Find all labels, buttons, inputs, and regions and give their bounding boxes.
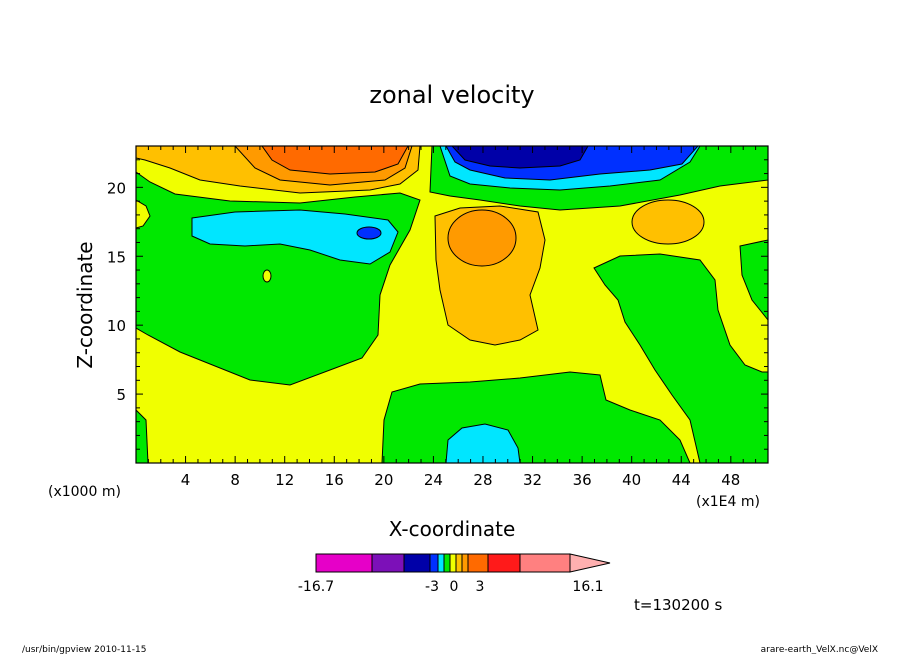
colorbar-tick-label: 0 <box>450 579 459 595</box>
contour-right-edge-green <box>739 239 768 321</box>
contour-center-orange <box>447 209 517 267</box>
x-tick-label: 32 <box>523 471 542 489</box>
contour-field <box>136 146 768 463</box>
colorbar-bin <box>429 553 439 573</box>
x-tick-label: 12 <box>275 471 294 489</box>
y-tick-label: 15 <box>107 248 126 266</box>
colorbar-tick-label: -3 <box>425 579 439 595</box>
contour-left-cyan <box>191 209 399 265</box>
plot-frame <box>135 145 769 464</box>
colorbar-bin <box>443 553 451 573</box>
footer-left-text: /usr/bin/gpview 2010-11-15 <box>22 645 146 654</box>
y-axis: 5 10 15 20 <box>107 159 768 450</box>
colorbar-bin <box>371 553 405 573</box>
y-tick-label: 20 <box>107 179 126 197</box>
colorbar-tick-label: 3 <box>476 579 485 595</box>
contour-top-left-darkorange <box>261 146 409 175</box>
contour-right-green <box>593 253 768 463</box>
colorbar-bin <box>519 553 571 573</box>
colorbar-bin <box>403 553 431 573</box>
footer-right-text: arare-earth_VelX.nc@VelX <box>761 645 878 654</box>
x-tick-label: 8 <box>230 471 240 489</box>
x-axis: 4 8 12 16 20 24 28 32 36 40 44 48 <box>147 146 757 489</box>
x-tick-label: 40 <box>622 471 641 489</box>
x-unit-label: (x1E4 m) <box>696 494 760 510</box>
colorbar-extend-arrow <box>569 553 611 573</box>
y-tick-label: 10 <box>107 317 126 335</box>
contour-right-lightorange <box>631 199 705 245</box>
colorbar-tick-label: -16.7 <box>298 579 334 595</box>
y-unit-label: (x1000 m) <box>48 484 121 500</box>
colorbar-bin <box>437 553 445 573</box>
x-tick-label: 24 <box>424 471 443 489</box>
x-tick-label: 48 <box>721 471 740 489</box>
x-tick-label: 44 <box>672 471 691 489</box>
contour-left-blue-dot <box>356 226 382 240</box>
contour-left-yellow-dot <box>262 269 272 283</box>
x-tick-label: 20 <box>374 471 393 489</box>
y-axis-title: Z-coordinate <box>73 241 97 368</box>
contour-bottom-left-green <box>136 409 149 463</box>
x-tick-label: 4 <box>181 471 191 489</box>
time-label: t=130200 s <box>634 596 722 614</box>
colorbar-bin <box>315 553 373 573</box>
colorbar-bin <box>487 553 521 573</box>
colorbar <box>315 553 611 573</box>
colorbar-tick-label: 16.1 <box>572 579 603 595</box>
colorbar-bin <box>449 553 457 573</box>
y-tick-label: 5 <box>116 386 126 404</box>
x-tick-label: 36 <box>573 471 592 489</box>
contour-left-yellow-nub <box>136 199 151 229</box>
x-tick-label: 16 <box>325 471 344 489</box>
chart-title: zonal velocity <box>369 81 534 109</box>
colorbar-bin <box>461 553 469 573</box>
x-tick-label: 28 <box>473 471 492 489</box>
x-axis-title: X-coordinate <box>389 517 516 541</box>
colorbar-bin <box>467 553 489 573</box>
colorbar-bin <box>455 553 463 573</box>
contour-top-right-navy <box>451 146 589 169</box>
colorbar-tick-labels: -16.7 -3 0 3 16.1 <box>298 579 604 595</box>
